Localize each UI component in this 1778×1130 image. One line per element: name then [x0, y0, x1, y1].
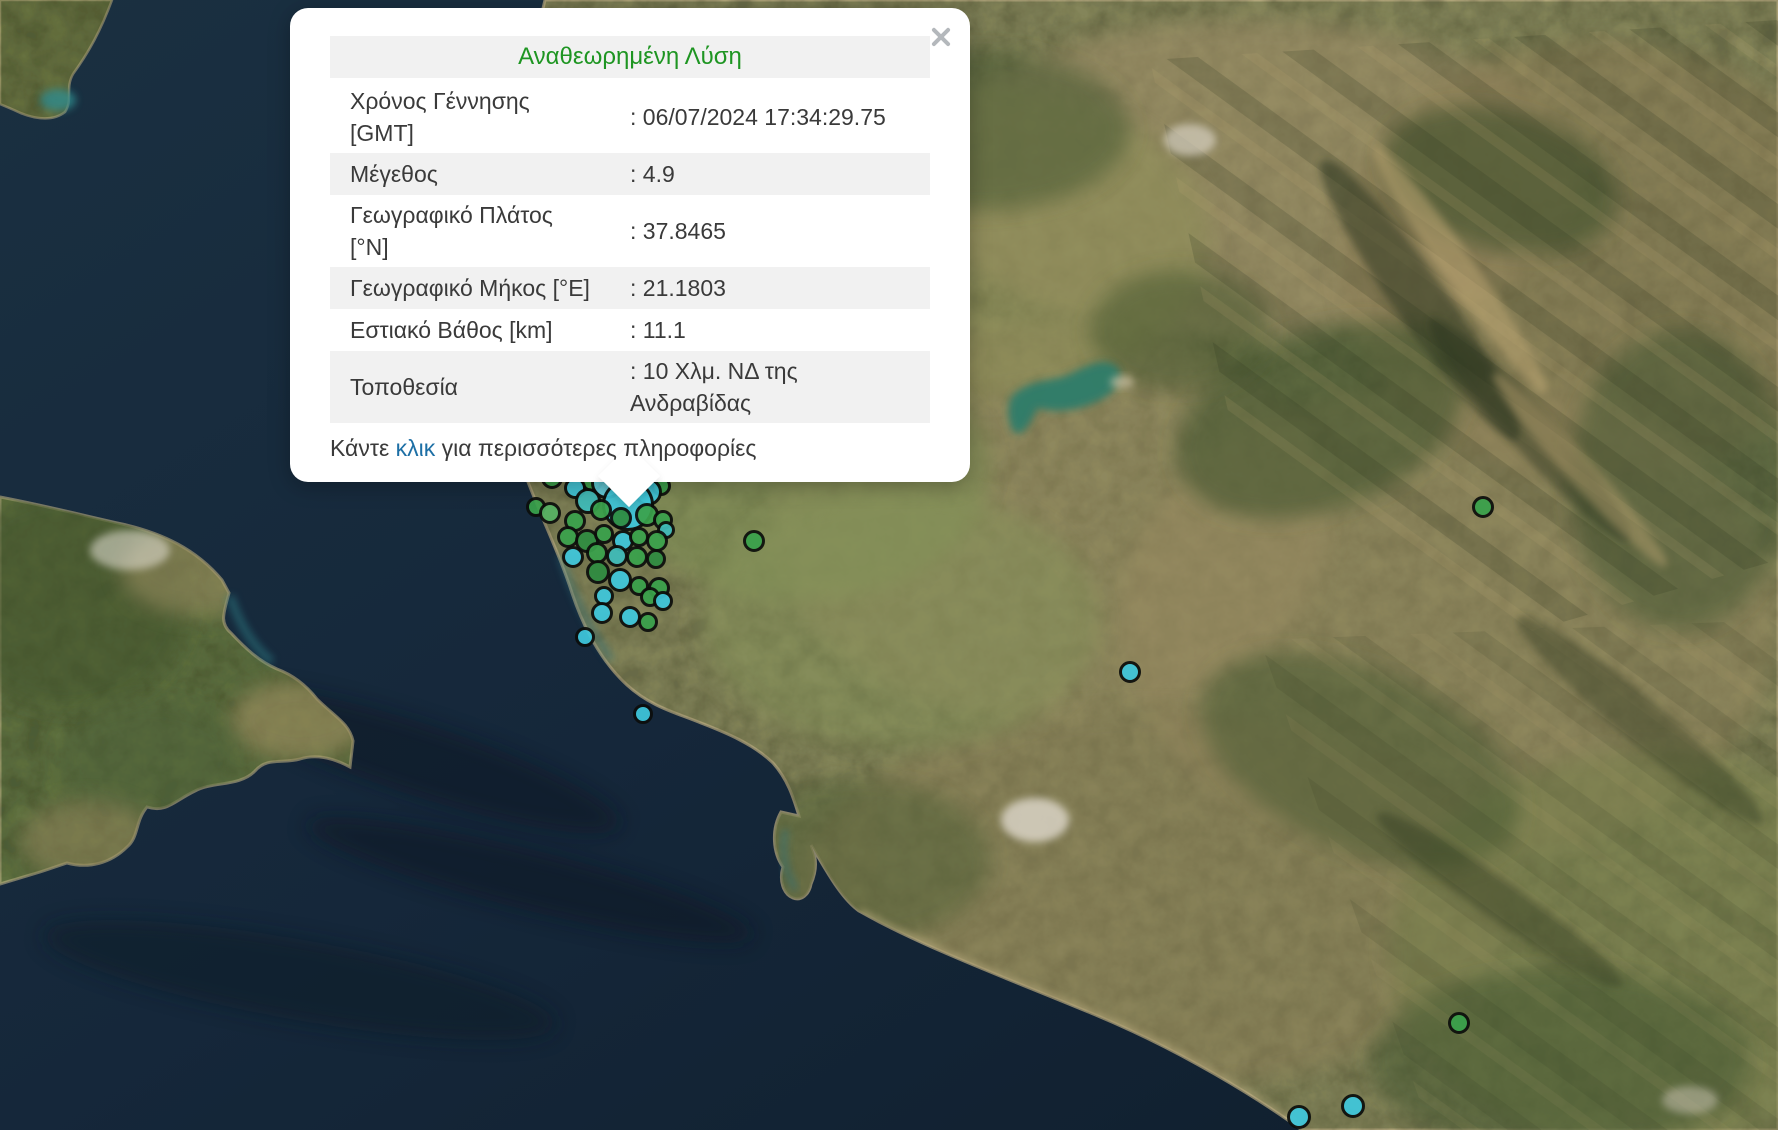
- earthquake-marker[interactable]: [606, 545, 628, 567]
- earthquake-marker[interactable]: [1341, 1094, 1365, 1118]
- earthquake-marker[interactable]: [638, 612, 658, 632]
- more-info-link[interactable]: κλικ: [395, 435, 436, 461]
- earthquake-marker[interactable]: [1472, 496, 1494, 518]
- earthquake-marker[interactable]: [653, 591, 673, 611]
- popup-table-row: Γεωγραφικό Πλάτος [°N] : 37.8465: [330, 195, 930, 267]
- row-value: : 4.9: [630, 161, 675, 187]
- earthquake-marker[interactable]: [1119, 661, 1141, 683]
- earthquake-marker[interactable]: [610, 507, 632, 529]
- earthquake-marker[interactable]: [594, 524, 614, 544]
- footer-text-prefix: Κάντε: [330, 435, 396, 461]
- shallow-water: [226, 555, 799, 892]
- zakynthos-terrain: [0, 497, 353, 880]
- earthquake-marker[interactable]: [626, 546, 648, 568]
- row-label: Γεωγραφικό Μήκος [°E]: [350, 275, 590, 301]
- earthquake-marker[interactable]: [575, 627, 595, 647]
- earthquake-marker[interactable]: [586, 560, 610, 584]
- popup-table-row: Γεωγραφικό Μήκος [°E] : 21.1803: [330, 267, 930, 309]
- popup-table-row: Εστιακό Βάθος [km] : 11.1: [330, 309, 930, 351]
- row-label: Τοποθεσία: [350, 374, 458, 400]
- kefalonia-lagoon: [40, 89, 76, 111]
- row-value: : 11.1: [630, 317, 686, 343]
- row-label: Μέγεθος: [350, 161, 438, 187]
- row-value: : 21.1803: [630, 275, 726, 301]
- earthquake-marker[interactable]: [743, 530, 765, 552]
- popup-table-row: Τοποθεσία : 10 Χλμ. ΝΔ της Ανδραβίδας: [330, 351, 930, 423]
- popup-table-row: Μέγεθος : 4.9: [330, 153, 930, 195]
- earthquake-marker[interactable]: [1448, 1012, 1470, 1034]
- earthquake-marker[interactable]: [590, 499, 612, 521]
- popup-title: Αναθεωρημένη Λύση: [330, 36, 930, 78]
- earthquake-marker[interactable]: [591, 602, 613, 624]
- footer-text-suffix: για περισσότερες πληροφορίες: [435, 435, 757, 461]
- earthquake-marker[interactable]: [539, 502, 561, 524]
- popup-table: Χρόνος Γέννησης [GMT] : 06/07/2024 17:34…: [330, 81, 930, 423]
- earthquake-popup: Αναθεωρημένη Λύση Χρόνος Γέννησης [GMT] …: [290, 8, 970, 508]
- popup-table-row: Χρόνος Γέννησης [GMT] : 06/07/2024 17:34…: [330, 81, 930, 153]
- row-label: Γεωγραφικό Πλάτος [°N]: [350, 202, 553, 260]
- earthquake-marker[interactable]: [633, 704, 653, 724]
- row-label: Εστιακό Βάθος [km]: [350, 317, 553, 343]
- row-value: : 37.8465: [630, 218, 726, 244]
- popup-footer: Κάντε κλικ για περισσότερες πληροφορίες: [330, 435, 930, 462]
- row-value: : 06/07/2024 17:34:29.75: [630, 104, 886, 130]
- row-value: : 10 Χλμ. ΝΔ της Ανδραβίδας: [630, 358, 798, 416]
- lake-pineios: [1008, 362, 1121, 434]
- earthquake-marker[interactable]: [646, 549, 666, 569]
- close-icon[interactable]: [926, 22, 956, 52]
- earthquake-marker[interactable]: [562, 546, 584, 568]
- earthquake-marker[interactable]: [1287, 1105, 1311, 1129]
- row-label: Χρόνος Γέννησης [GMT]: [350, 88, 530, 146]
